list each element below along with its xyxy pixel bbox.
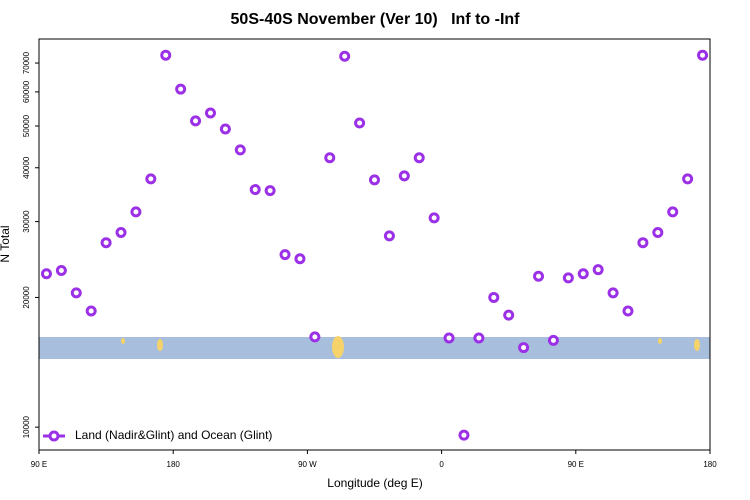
point [637,237,649,249]
point [697,49,709,61]
x-tick-label: 180 [167,460,181,469]
x-tick-label: 90 E [31,460,47,469]
point [85,305,97,317]
point [369,174,380,186]
point [398,170,410,182]
point [249,184,261,196]
point [547,334,559,346]
land-patch [694,339,700,351]
point [145,173,157,185]
y-tick-label: 10000 [22,415,31,438]
point [428,212,440,224]
point [413,152,425,164]
x-tick-label: 0 [439,460,444,469]
point [279,249,291,261]
land-patch [658,338,662,344]
y-tick-label: 20000 [22,286,31,309]
point [324,152,336,164]
legend-marker [48,430,60,442]
point [383,230,395,242]
point [458,429,470,441]
point [622,305,634,317]
point [518,342,530,354]
x-tick-label: 90 W [298,460,317,469]
point [667,206,679,218]
x-axis-label: Longitude (deg E) [327,476,422,490]
y-tick-label: 40000 [22,156,31,179]
point [592,264,604,276]
point [577,268,589,280]
land-patch [157,339,163,351]
chart-title: 50S-40S November (Ver 10) Inf to -Inf [231,11,521,28]
point [40,268,52,280]
point [503,309,515,321]
point [160,49,172,61]
point [562,272,574,284]
point [682,173,694,185]
y-tick-label: 30000 [22,210,31,233]
map-band [39,336,710,359]
point [533,270,545,282]
point [339,50,351,62]
x-tick-label: 180 [703,460,717,469]
point [443,332,455,344]
y-tick-label: 50000 [22,114,31,137]
point [652,226,664,238]
point [70,287,82,299]
ocean-band [39,337,710,359]
point [190,115,202,127]
point [115,226,127,238]
point [100,237,112,249]
point [354,117,366,129]
point [234,144,246,156]
point [264,185,276,197]
point [219,123,231,135]
point [473,332,485,344]
point [55,264,67,276]
point [488,291,500,303]
y-tick-label: 70000 [22,51,31,74]
legend-label: Land (Nadir&Glint) and Ocean (Glint) [75,428,272,442]
land-patch [121,338,125,344]
point [607,287,619,299]
point [130,206,142,218]
point [204,107,216,119]
x-tick-label: 90 E [568,460,584,469]
land-patch [332,336,344,358]
point [175,83,187,95]
point [309,331,321,343]
y-axis-label: N Total [0,225,12,262]
y-tick-label: 60000 [22,80,31,103]
point [294,253,306,265]
plot-frame [38,38,711,451]
